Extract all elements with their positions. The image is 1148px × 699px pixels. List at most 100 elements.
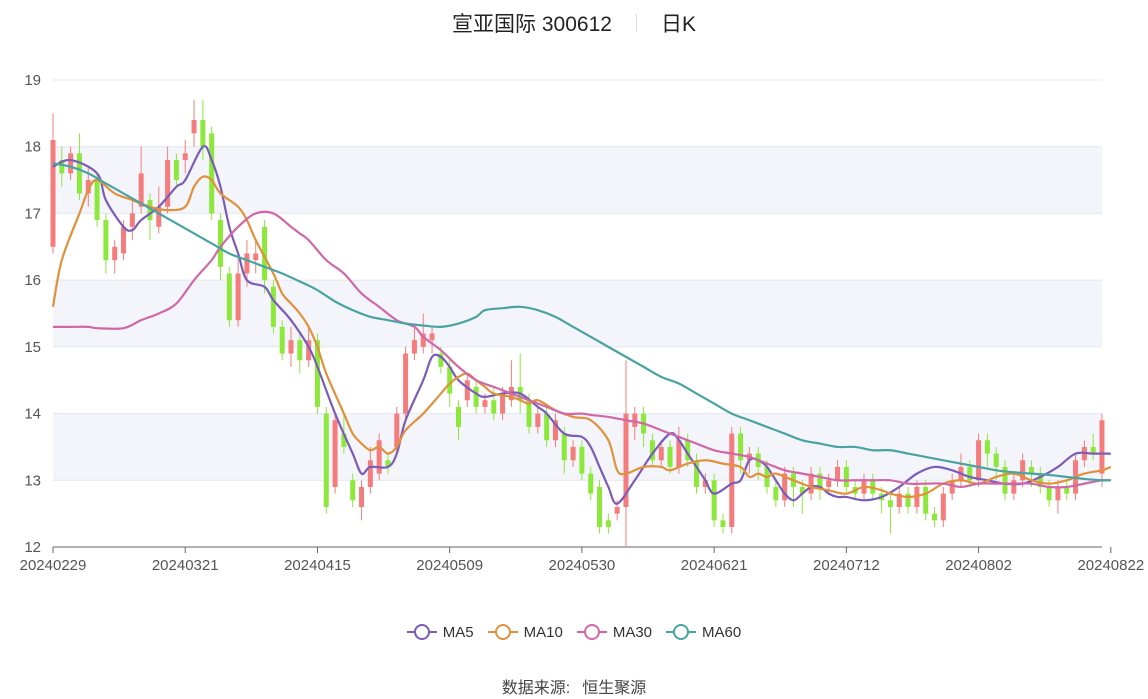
data-source: 数据来源: 恒生聚源 <box>0 674 1148 698</box>
candle-body <box>702 480 708 487</box>
y-tick-label: 17 <box>24 205 41 222</box>
grid-band <box>53 280 1102 347</box>
candle-body <box>147 200 153 221</box>
candle-body <box>262 226 268 281</box>
candle-body <box>817 473 823 487</box>
candle-body <box>270 286 276 327</box>
candle-body <box>544 413 550 441</box>
candle-body <box>535 413 541 427</box>
candle-body <box>411 340 417 354</box>
candle-body <box>676 440 682 467</box>
candle-body <box>773 486 779 501</box>
candle-body <box>711 480 717 521</box>
candle-body <box>85 180 91 194</box>
candle-body <box>173 160 179 181</box>
x-tick-label: 20240822 <box>1077 557 1144 574</box>
candle-body <box>76 153 82 194</box>
candle-body <box>1028 466 1034 474</box>
candle-body <box>588 473 594 494</box>
candle-body <box>632 413 638 427</box>
legend-swatch <box>666 624 697 640</box>
candle-body <box>394 413 400 447</box>
candle-body <box>455 406 461 427</box>
y-tick-label: 14 <box>24 406 41 423</box>
candle-body <box>367 460 373 487</box>
candle-body <box>200 120 206 147</box>
x-tick-label: 20240509 <box>416 557 483 574</box>
stock-name: 宣亚国际 300612 <box>452 13 612 36</box>
y-tick-label: 15 <box>24 339 41 356</box>
candle-body <box>667 446 673 467</box>
candle-body <box>843 466 849 487</box>
candle-body <box>658 446 664 461</box>
candle-body <box>165 160 171 207</box>
candle-body <box>438 353 444 367</box>
title-divider <box>635 14 637 32</box>
candle-body <box>1055 486 1061 501</box>
candle-body <box>217 220 223 267</box>
candle-body <box>552 420 558 441</box>
candle-body <box>685 440 691 461</box>
candle-body <box>112 246 118 261</box>
candle-body <box>967 466 973 481</box>
candle-body <box>887 500 893 507</box>
candle-body <box>473 386 479 407</box>
candle-body <box>191 120 197 134</box>
candle-body <box>993 453 999 467</box>
legend-item-ma5[interactable]: MA5 <box>406 624 474 641</box>
x-tick-label: 20240530 <box>549 557 616 574</box>
candle-body <box>976 440 982 481</box>
legend-item-ma10[interactable]: MA10 <box>487 623 563 641</box>
candle-body <box>209 133 215 214</box>
legend-item-ma30[interactable]: MA30 <box>576 624 652 641</box>
candle-body <box>297 340 303 361</box>
candle-body <box>94 180 100 221</box>
candle-body <box>68 153 74 174</box>
candle-body <box>984 440 990 454</box>
x-tick-label: 20240712 <box>813 557 880 574</box>
candle-body <box>1064 486 1070 494</box>
candle-body <box>949 480 955 494</box>
candle-body <box>570 446 576 461</box>
candle-body <box>279 326 285 354</box>
candle-body <box>826 480 832 487</box>
x-tick-label: 20240621 <box>681 557 748 574</box>
legend-swatch <box>487 624 518 640</box>
candle-body <box>332 420 338 487</box>
candle-body <box>482 400 488 407</box>
series-line-ma60 <box>52 162 1111 482</box>
candle-body <box>1002 466 1008 494</box>
legend-label: MA60 <box>702 623 742 641</box>
series-line-ma30 <box>53 210 1111 489</box>
candle-body <box>526 400 532 427</box>
candle-body <box>940 493 946 521</box>
legend-item-ma60[interactable]: MA60 <box>666 624 741 641</box>
candle-body <box>156 206 162 227</box>
candle-body <box>59 160 65 174</box>
legend-label: MA10 <box>523 623 563 641</box>
period-selector[interactable]: 日K <box>660 13 696 36</box>
legend-swatch <box>406 624 437 640</box>
grid-band <box>53 146 1102 214</box>
y-tick-label: 18 <box>24 139 41 156</box>
candle-body <box>1011 480 1017 494</box>
source-label: 数据来源: <box>501 680 571 697</box>
candle-body <box>1020 460 1026 481</box>
y-tick-label: 16 <box>24 272 41 289</box>
candle-body <box>341 433 347 447</box>
candle-body <box>491 400 497 414</box>
candle-body <box>226 273 232 321</box>
candle-body <box>288 340 294 354</box>
candle-body <box>138 173 144 207</box>
y-tick-label: 13 <box>24 472 41 489</box>
candle-body <box>799 486 805 494</box>
candle-body <box>253 253 259 261</box>
source-value: 恒生聚源 <box>582 680 647 697</box>
x-tick-label: 20240229 <box>20 557 87 574</box>
candle-body <box>385 460 391 467</box>
y-tick-label: 12 <box>24 539 41 556</box>
candle-body <box>235 273 241 321</box>
candle-body <box>323 413 329 507</box>
candle-body <box>500 393 506 414</box>
candle-body <box>420 333 426 347</box>
